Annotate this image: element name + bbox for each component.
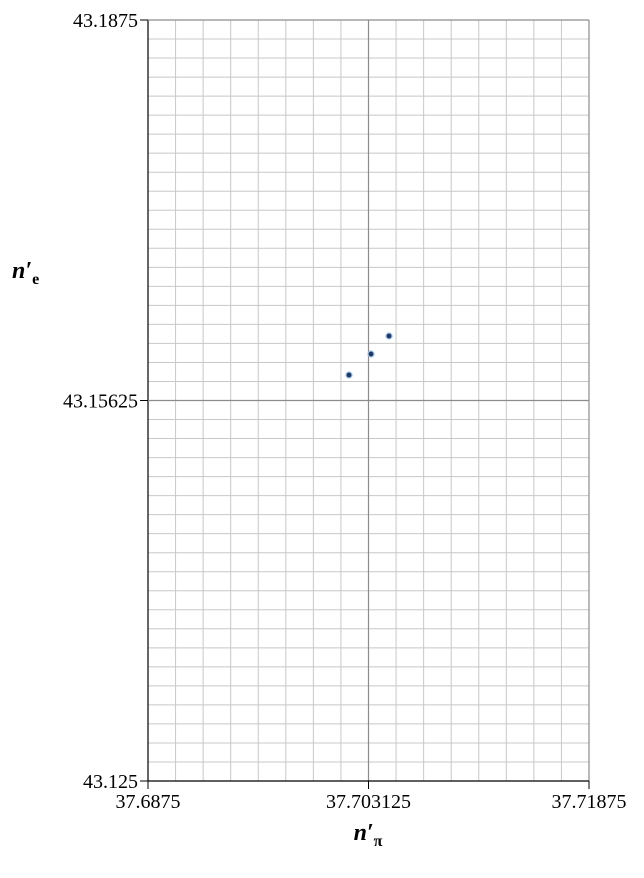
y-label-sub: e: [32, 271, 39, 288]
x-label-sub: π: [374, 833, 383, 850]
x-tick-label: 37.71875: [552, 791, 627, 813]
data-point: [385, 332, 393, 340]
y-tick-label: 43.125: [83, 771, 138, 793]
y-label-main: n′: [12, 258, 32, 284]
data-point: [367, 350, 375, 358]
y-tick-label: 43.15625: [63, 391, 138, 413]
grid: 37.6875 37.703125 37.71875 43.125 43.15625 43…: [63, 10, 627, 813]
y-tick-label: 43.1875: [73, 10, 138, 32]
data-point: [345, 371, 353, 379]
y-axis-label: n′e: [12, 258, 39, 288]
x-tick-label: 37.6875: [116, 791, 181, 813]
x-axis-label: n′π: [354, 820, 383, 850]
x-label-main: n′: [354, 820, 374, 846]
marks: [345, 332, 393, 379]
x-tick-label: 37.703125: [326, 791, 411, 813]
